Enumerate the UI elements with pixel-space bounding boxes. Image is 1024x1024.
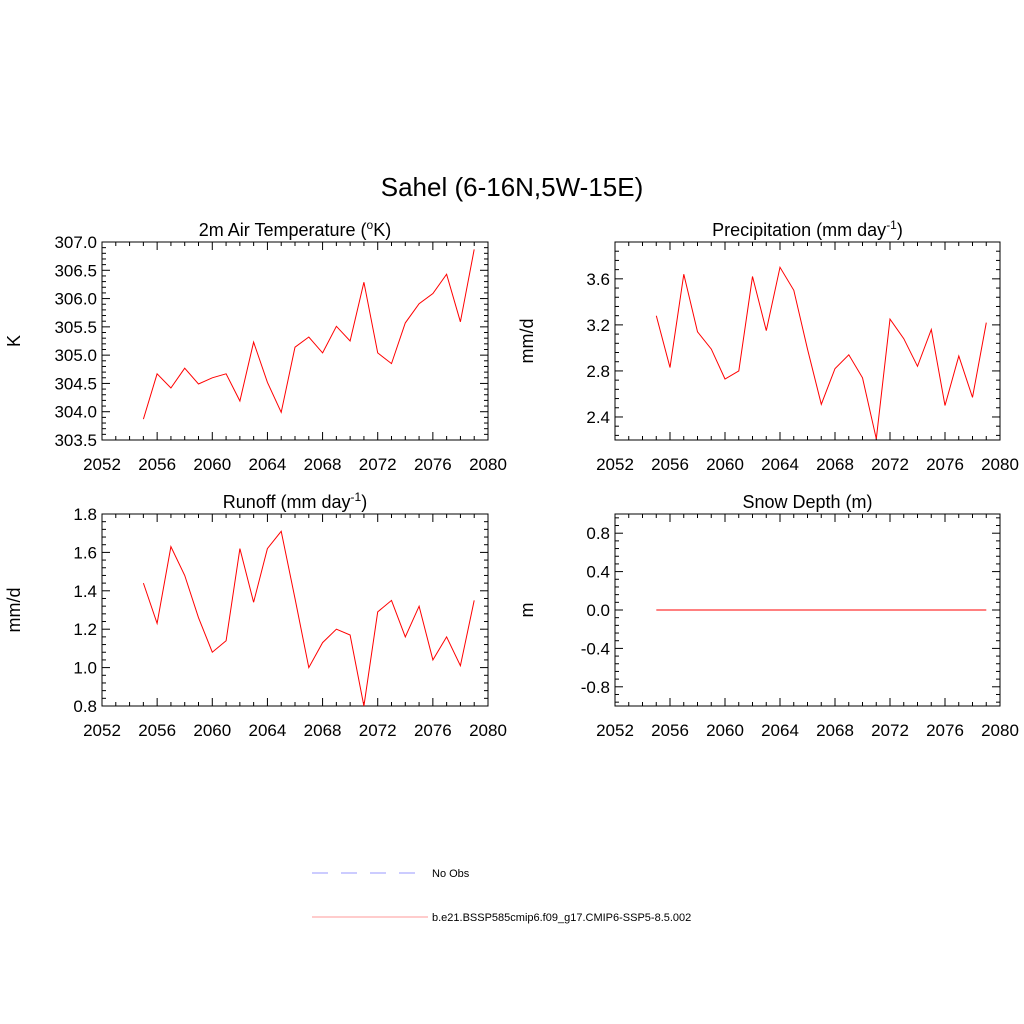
y-tick-label: 307.0 <box>54 233 97 252</box>
panel-0: 2052 2056 2060 2064 2068 2072 2076 2080 303.5 304… <box>4 218 507 474</box>
x-tick-label: 2072 <box>359 721 397 740</box>
series-line-0 <box>655 265 987 439</box>
x-tick-label: 2080 <box>469 721 507 740</box>
y-tick-label: 306.5 <box>54 261 97 280</box>
x-tick-label: 2072 <box>871 721 909 740</box>
y-tick-label: 1.4 <box>73 582 97 601</box>
panel-title-text: Snow Depth (m) <box>742 492 872 512</box>
y-tick-label: 1.0 <box>73 659 97 678</box>
x-tick-label: 2060 <box>193 455 231 474</box>
y-tick-label: 0.0 <box>586 601 610 620</box>
y-tick-label: 305.0 <box>54 346 97 365</box>
x-tick-label: 2076 <box>926 721 964 740</box>
x-tick-label: 2056 <box>138 455 176 474</box>
y-tick-label: 304.5 <box>54 374 97 393</box>
y-tick-label: 3.2 <box>586 316 610 335</box>
panel-title-superscript: o <box>367 218 374 232</box>
y-tick-label: -0.4 <box>581 639 610 658</box>
series-line-0 <box>142 249 475 420</box>
x-tick-label: 2056 <box>651 455 689 474</box>
y-tick-label: -0.8 <box>581 678 610 697</box>
panel-1: 2052 2056 2060 2064 2068 2072 2076 2080 2.4 2.8 3.… <box>517 218 1019 474</box>
x-tick-label: 2056 <box>651 721 689 740</box>
panel-title-text: 2m Air Temperature ( <box>199 220 367 240</box>
y-tick-label: 2.8 <box>586 362 610 381</box>
plot-frame <box>101 241 489 441</box>
legend: No Obs b.e21.BSSP585cmip6.f09_g17.CMIP6-… <box>312 868 691 924</box>
y-axis-label: m <box>517 603 537 618</box>
x-tick-label: 2064 <box>249 721 287 740</box>
panel-title-suffix: K) <box>373 220 391 240</box>
y-tick-label: 1.8 <box>73 505 97 524</box>
x-tick-label: 2068 <box>816 455 854 474</box>
x-tick-label: 2080 <box>981 455 1019 474</box>
x-tick-label: 2052 <box>596 455 634 474</box>
panel-title-superscript: -1 <box>886 218 897 232</box>
x-tick-label: 2064 <box>761 721 799 740</box>
panel-title: Snow Depth (m) <box>742 492 872 512</box>
panel-3: 2052 2056 2060 2064 2068 2072 2076 2080 -0.8 -0.4… <box>517 492 1019 740</box>
y-axis-label: K <box>4 335 24 347</box>
y-axis-label: mm/d <box>4 588 24 633</box>
x-tick-label: 2060 <box>706 721 744 740</box>
y-tick-label: 2.4 <box>586 408 610 427</box>
y-tick-label: 0.8 <box>586 524 610 543</box>
x-tick-label: 2068 <box>304 721 342 740</box>
panels: 2052 2056 2060 2064 2068 2072 2076 2080 303.5 304… <box>4 218 1019 740</box>
x-tick-label: 2068 <box>816 721 854 740</box>
x-tick-label: 2064 <box>249 455 287 474</box>
panel-title-text: Runoff (mm day <box>223 492 351 512</box>
y-tick-label: 303.5 <box>54 431 97 450</box>
x-tick-label: 2076 <box>414 455 452 474</box>
y-tick-label: 1.6 <box>73 543 97 562</box>
panel-title-suffix: ) <box>897 220 903 240</box>
panel-title: Precipitation (mm day-1) <box>712 218 903 240</box>
x-tick-label: 2076 <box>926 455 964 474</box>
x-tick-label: 2080 <box>469 455 507 474</box>
y-tick-label: 305.5 <box>54 318 97 337</box>
x-tick-label: 2052 <box>596 721 634 740</box>
x-tick-label: 2056 <box>138 721 176 740</box>
x-tick-label: 2060 <box>706 455 744 474</box>
legend-label-no-obs: No Obs <box>432 868 470 880</box>
y-axis-label: mm/d <box>517 319 537 364</box>
y-tick-label: 3.6 <box>586 270 610 289</box>
panel-title: 2m Air Temperature (oK) <box>199 218 391 240</box>
series-line-0 <box>142 530 475 707</box>
x-tick-label: 2052 <box>83 721 121 740</box>
panel-title-suffix: ) <box>361 492 367 512</box>
x-tick-label: 2076 <box>414 721 452 740</box>
y-tick-label: 304.0 <box>54 403 97 422</box>
y-tick-label: 306.0 <box>54 290 97 309</box>
x-tick-label: 2064 <box>761 455 799 474</box>
panel-title-text: Precipitation (mm day <box>712 220 886 240</box>
figure-title: Sahel (6-16N,5W-15E) <box>381 172 644 202</box>
x-tick-label: 2080 <box>981 721 1019 740</box>
y-tick-label: 0.8 <box>73 697 97 716</box>
y-tick-label: 1.2 <box>73 620 97 639</box>
x-tick-label: 2052 <box>83 455 121 474</box>
panel-2: 2052 2056 2060 2064 2068 2072 2076 2080 0.8 1.0 1.… <box>4 490 507 740</box>
panel-title-superscript: -1 <box>351 490 362 504</box>
x-tick-label: 2060 <box>193 721 231 740</box>
y-tick-label: 0.4 <box>586 563 610 582</box>
plot-frame <box>614 241 1001 441</box>
x-tick-label: 2068 <box>304 455 342 474</box>
legend-label-model: b.e21.BSSP585cmip6.f09_g17.CMIP6-SSP5-8.… <box>432 912 691 924</box>
x-tick-label: 2072 <box>871 455 909 474</box>
x-tick-label: 2072 <box>359 455 397 474</box>
panel-title: Runoff (mm day-1) <box>223 490 367 512</box>
